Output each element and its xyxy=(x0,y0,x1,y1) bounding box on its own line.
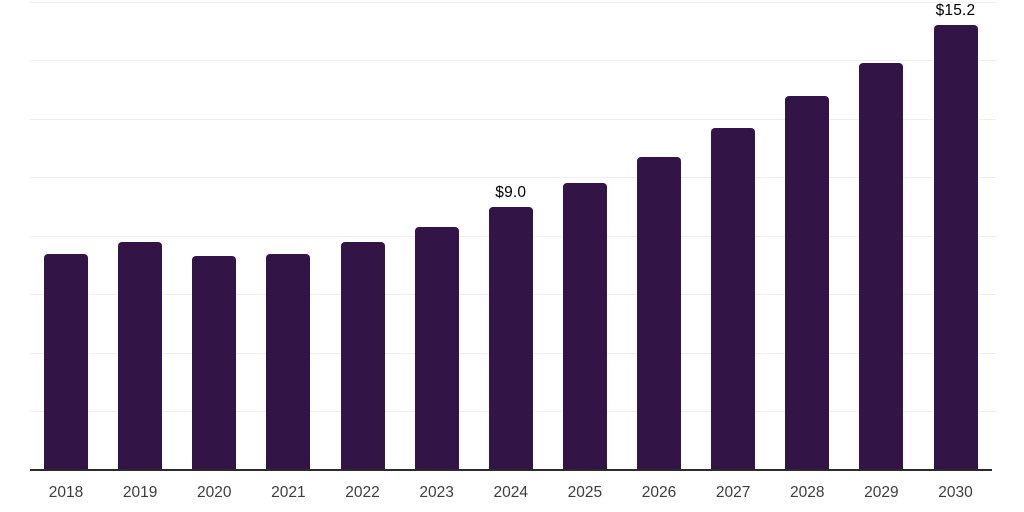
x-tick-label: 2020 xyxy=(197,484,232,501)
x-tick-label: 2021 xyxy=(271,484,306,501)
bar xyxy=(340,241,385,470)
x-tick-label: 2029 xyxy=(864,484,899,501)
gridline xyxy=(30,60,996,61)
bar xyxy=(711,127,756,470)
x-tick-label: 2030 xyxy=(938,484,973,501)
bar xyxy=(44,253,88,470)
bar xyxy=(414,227,459,470)
gridline xyxy=(30,118,996,120)
x-tick-label: 2018 xyxy=(48,484,84,501)
x-tick-label: 2024 xyxy=(493,484,528,501)
bar xyxy=(859,63,904,470)
x-tick-label: 2019 xyxy=(122,484,158,501)
x-tick-label: 2023 xyxy=(419,484,454,501)
gridline xyxy=(30,1,996,3)
bar-value-label: $15.2 xyxy=(935,2,976,20)
x-tick-label: 2028 xyxy=(790,484,825,501)
bar xyxy=(192,256,237,470)
bar xyxy=(488,206,533,470)
bar xyxy=(933,25,978,470)
bar xyxy=(266,253,311,470)
bar-value-label: $9.0 xyxy=(495,183,527,201)
x-tick-label: 2022 xyxy=(345,484,380,501)
bar xyxy=(562,183,607,470)
bar xyxy=(118,241,163,470)
x-axis-line xyxy=(30,469,992,471)
bar xyxy=(637,157,681,470)
x-tick-label: 2025 xyxy=(567,484,603,501)
bar xyxy=(785,95,830,470)
x-tick-label: 2026 xyxy=(641,484,677,501)
x-tick-label: 2027 xyxy=(715,484,751,501)
gridline xyxy=(30,177,996,178)
